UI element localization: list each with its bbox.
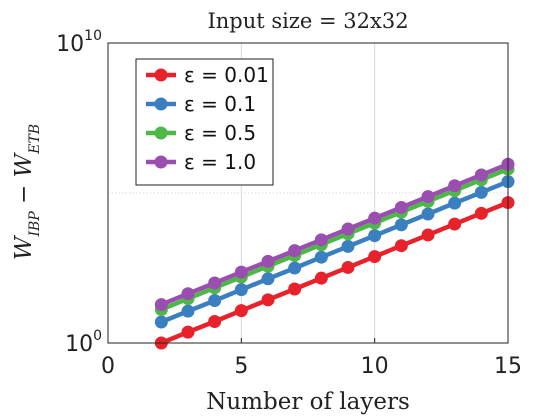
data-point [261, 293, 275, 307]
data-point [234, 304, 248, 318]
data-point [394, 218, 408, 232]
data-point [394, 239, 408, 253]
x-axis-label: Number of layers [206, 389, 410, 415]
legend-label: ε = 1.0 [184, 150, 256, 174]
data-point [368, 211, 382, 225]
y-axis-label: WIBP − WETB [11, 124, 43, 260]
data-point [234, 265, 248, 279]
chart-title: Input size = 32x32 [207, 9, 408, 33]
data-point [474, 206, 488, 220]
data-point [288, 282, 302, 296]
data-point [421, 190, 435, 204]
legend-label: ε = 0.5 [184, 121, 256, 145]
x-tick-label: 5 [234, 354, 248, 379]
data-point [288, 261, 302, 275]
legend-swatch-marker [154, 68, 168, 82]
legend-label: ε = 0.1 [184, 92, 256, 116]
legend-item: ε = 0.5 [146, 121, 256, 145]
data-point [181, 325, 195, 339]
x-tick-label: 0 [101, 354, 115, 379]
data-point [208, 315, 222, 329]
data-point [421, 207, 435, 221]
legend-swatch-marker [154, 155, 168, 169]
data-point [154, 315, 168, 329]
data-point [368, 229, 382, 243]
series-0 [154, 196, 515, 350]
x-axis-ticks: 0 5 10 15 [101, 338, 522, 379]
data-point [154, 298, 168, 312]
data-point [448, 179, 462, 193]
data-point [181, 304, 195, 318]
data-point [181, 287, 195, 301]
data-point [288, 244, 302, 258]
data-point [341, 239, 355, 253]
data-point [261, 272, 275, 286]
series-1 [154, 175, 515, 329]
data-point [314, 271, 328, 285]
legend-item: ε = 0.1 [146, 92, 256, 116]
y-tick-label: 100 [65, 328, 102, 357]
legend-swatch-marker [154, 126, 168, 140]
data-point [421, 228, 435, 242]
data-point [314, 250, 328, 264]
x-tick-label: 15 [494, 354, 522, 379]
y-axis-ticks: 100 1010 [56, 28, 113, 357]
data-point [341, 222, 355, 236]
data-point [368, 250, 382, 264]
series-3 [154, 157, 515, 312]
legend: ε = 0.01 ε = 0.1 ε = 0.5 ε = 1.0 [135, 58, 274, 186]
data-point [448, 196, 462, 210]
legend-item: ε = 0.01 [146, 63, 269, 87]
data-point [341, 260, 355, 274]
legend-item: ε = 1.0 [146, 150, 256, 174]
data-point [474, 168, 488, 182]
legend-swatch-marker [154, 97, 168, 111]
y-tick-label: 1010 [56, 28, 102, 57]
data-point [448, 217, 462, 231]
data-point [208, 294, 222, 308]
data-point [314, 233, 328, 247]
series-layer [154, 157, 515, 350]
svg-text:WIBP − WETB: WIBP − WETB [11, 124, 43, 260]
plot-border [107, 42, 509, 344]
data-point [261, 254, 275, 268]
data-point [394, 200, 408, 214]
data-point [208, 276, 222, 290]
data-point [474, 185, 488, 199]
legend-label: ε = 0.01 [184, 63, 269, 87]
data-point [234, 283, 248, 297]
x-tick-label: 10 [361, 354, 389, 379]
